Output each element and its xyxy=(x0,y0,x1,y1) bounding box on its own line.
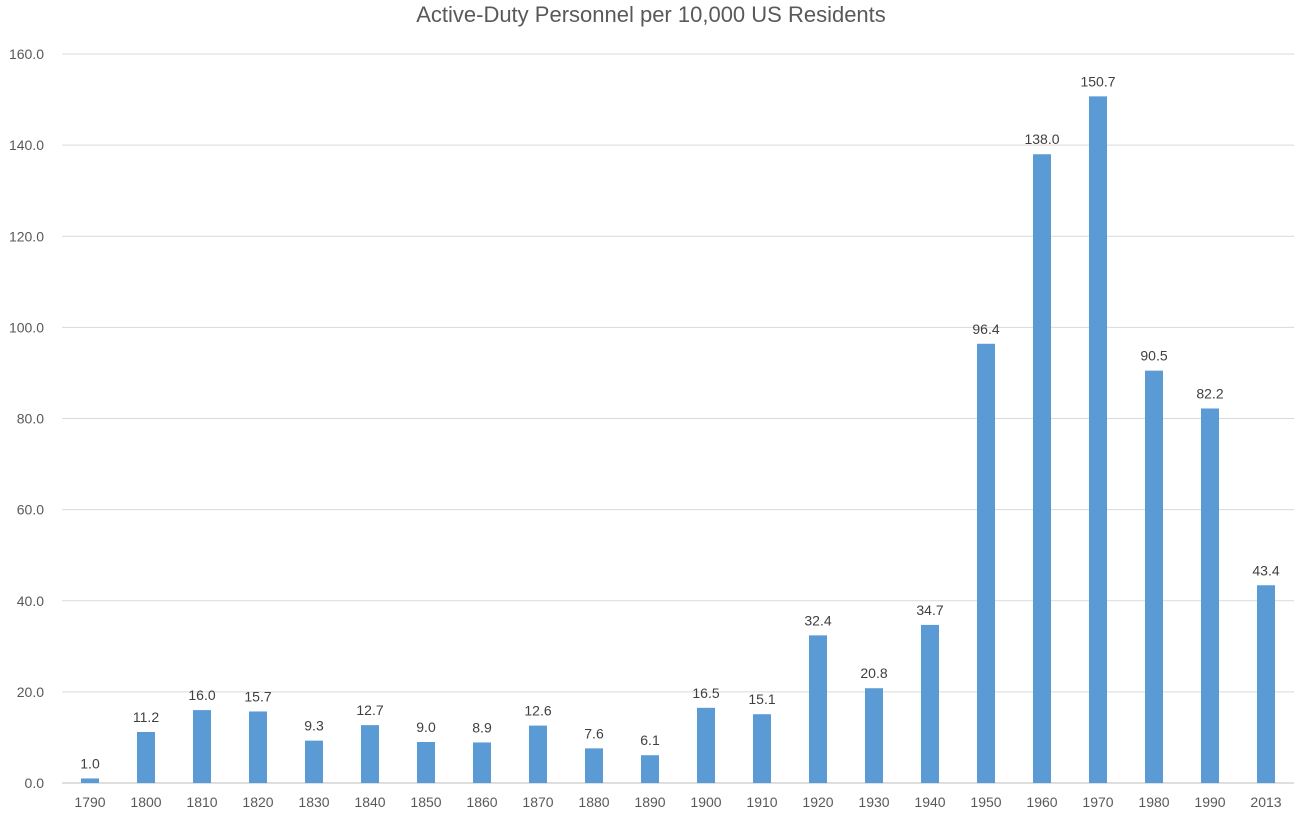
data-label: 34.7 xyxy=(916,602,943,618)
data-label: 43.4 xyxy=(1252,562,1279,578)
y-tick-label: 120.0 xyxy=(9,228,44,244)
bar-1830 xyxy=(305,740,323,783)
x-tick-label: 1950 xyxy=(970,794,1001,810)
bar-1850 xyxy=(417,741,435,783)
bars xyxy=(81,96,1275,784)
y-axis-ticks: 0.0 20.0 40.0 60.0 80.0 100.0 120.0 140.0 160.0 xyxy=(9,46,44,791)
bar-1920 xyxy=(809,635,827,783)
bar-1930 xyxy=(865,688,883,783)
data-label: 82.2 xyxy=(1196,385,1223,401)
bar-1880 xyxy=(585,748,603,783)
x-tick-label: 1890 xyxy=(634,794,665,810)
bar-1810 xyxy=(193,710,211,783)
y-tick-label: 0.0 xyxy=(25,775,45,791)
x-tick-label: 1840 xyxy=(354,794,385,810)
bar-1960 xyxy=(1033,154,1051,784)
bar-1900 xyxy=(697,707,715,783)
bar-2013 xyxy=(1257,585,1275,783)
bar-1990 xyxy=(1201,408,1219,783)
bar-1950 xyxy=(977,343,995,783)
bar-1820 xyxy=(249,711,267,783)
x-tick-label: 1980 xyxy=(1138,794,1169,810)
bar-1940 xyxy=(921,624,939,783)
data-label: 90.5 xyxy=(1140,348,1167,364)
x-tick-label: 2013 xyxy=(1250,794,1281,810)
bar-1910 xyxy=(753,714,771,783)
x-tick-label: 1830 xyxy=(298,794,329,810)
y-tick-label: 140.0 xyxy=(9,137,44,153)
x-tick-label: 1790 xyxy=(74,794,105,810)
data-label: 150.7 xyxy=(1080,73,1115,89)
x-tick-label: 1820 xyxy=(242,794,273,810)
data-label: 96.4 xyxy=(972,321,999,337)
data-label: 16.0 xyxy=(188,687,215,703)
x-tick-label: 1960 xyxy=(1026,794,1057,810)
bar-1980 xyxy=(1145,370,1163,783)
data-label: 20.8 xyxy=(860,665,887,681)
data-label: 8.9 xyxy=(472,719,492,735)
x-axis-ticks: 1790 1800 1810 1820 1830 1840 1850 1860 1870 1880… xyxy=(74,794,1281,810)
bar-1840 xyxy=(361,725,379,783)
y-tick-label: 80.0 xyxy=(17,411,44,427)
chart-title: Active-Duty Personnel per 10,000 US Resi… xyxy=(416,2,886,27)
x-tick-label: 1970 xyxy=(1082,794,1113,810)
x-tick-label: 1800 xyxy=(130,794,161,810)
bar-1860 xyxy=(473,742,491,783)
data-label: 16.5 xyxy=(692,685,719,701)
x-tick-label: 1900 xyxy=(690,794,721,810)
y-tick-label: 20.0 xyxy=(17,684,44,700)
bar-1970 xyxy=(1089,96,1107,784)
gridlines xyxy=(62,53,1294,784)
data-label: 11.2 xyxy=(133,709,159,725)
x-tick-label: 1940 xyxy=(914,794,945,810)
data-label: 12.7 xyxy=(356,702,383,718)
x-tick-label: 1860 xyxy=(466,794,497,810)
x-tick-label: 1850 xyxy=(410,794,441,810)
bar-1870 xyxy=(529,725,547,783)
y-tick-label: 160.0 xyxy=(9,46,44,62)
data-label: 15.7 xyxy=(244,688,271,704)
y-tick-label: 100.0 xyxy=(9,319,44,335)
x-tick-label: 1910 xyxy=(746,794,777,810)
y-tick-label: 40.0 xyxy=(17,593,44,609)
x-tick-label: 1930 xyxy=(858,794,889,810)
x-tick-label: 1990 xyxy=(1194,794,1225,810)
data-label: 6.1 xyxy=(640,732,660,748)
bar-1790 xyxy=(81,778,99,783)
data-label: 7.6 xyxy=(584,725,604,741)
y-tick-label: 60.0 xyxy=(17,502,44,518)
bar-1800 xyxy=(137,731,155,783)
data-label: 15.1 xyxy=(748,691,775,707)
data-label: 9.3 xyxy=(304,718,324,734)
data-label: 32.4 xyxy=(804,612,831,628)
data-label: 1.0 xyxy=(80,755,100,771)
data-label: 138.0 xyxy=(1024,131,1059,147)
bar-1890 xyxy=(641,755,659,783)
data-label: 12.6 xyxy=(524,703,551,719)
x-tick-label: 1870 xyxy=(522,794,553,810)
data-label: 9.0 xyxy=(416,719,436,735)
data-labels: 1.0 11.2 16.0 15.7 9.3 12.7 9.0 8.9 12.6 7.6 6.1 16… xyxy=(80,73,1280,771)
x-tick-label: 1810 xyxy=(186,794,217,810)
x-tick-label: 1880 xyxy=(578,794,609,810)
x-tick-label: 1920 xyxy=(802,794,833,810)
